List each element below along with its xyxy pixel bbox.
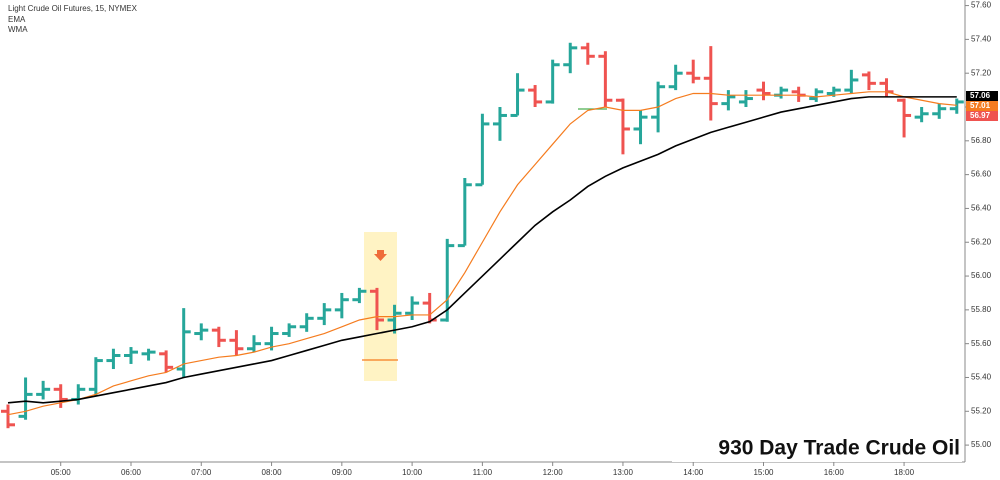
ohlc-bar <box>141 348 156 361</box>
plot-area <box>1 42 964 429</box>
ohlc-bar <box>492 107 507 141</box>
legend-entry: WMA <box>8 25 28 34</box>
x-tick-label: 05:00 <box>51 468 72 477</box>
ohlc-bar <box>475 113 490 187</box>
ohlc-bar <box>194 323 209 341</box>
ohlc-bar <box>88 357 103 397</box>
y-tick-label: 56.80 <box>971 136 992 145</box>
ohlc-bar <box>580 42 595 65</box>
watermark: 930 Day Trade Crude Oil <box>718 437 960 460</box>
ohlc-bar <box>159 350 174 373</box>
ohlc-bar <box>510 73 525 117</box>
indicator-line <box>7 96 957 404</box>
ohlc-bar <box>897 98 912 138</box>
ohlc-bar <box>334 292 349 319</box>
ohlc-bar <box>844 69 859 94</box>
ohlc-bar <box>545 59 560 104</box>
ohlc-bar <box>791 86 806 102</box>
ohlc-bar <box>949 98 964 114</box>
price-tag <box>966 91 998 101</box>
ohlc-bar <box>352 287 367 304</box>
ohlc-bar <box>721 90 736 111</box>
ohlc-bar <box>18 377 33 420</box>
price-tag-label: 56.97 <box>970 111 991 120</box>
ohlc-bar <box>686 59 701 84</box>
ohlc-bar <box>932 103 947 119</box>
y-tick-label: 55.80 <box>971 305 992 314</box>
ohlc-bar <box>71 384 86 405</box>
ohlc-bar <box>211 326 226 348</box>
price-tag-label: 57.06 <box>970 91 991 100</box>
ohlc-bar <box>229 330 244 356</box>
ohlc-bar <box>563 42 578 74</box>
price-tag <box>966 101 998 111</box>
ohlc-bar <box>914 107 929 123</box>
ohlc-bar <box>598 51 613 108</box>
ohlc-bar <box>879 78 894 97</box>
x-tick-label: 10:00 <box>402 468 423 477</box>
ohlc-bar <box>633 110 648 145</box>
x-tick-label: 13:00 <box>613 468 634 477</box>
ohlc-bar <box>299 313 314 332</box>
ohlc-bar <box>457 178 472 248</box>
x-tick-label: 12:00 <box>543 468 564 477</box>
ohlc-bar <box>738 90 753 108</box>
x-tick-label: 08:00 <box>262 468 283 477</box>
ohlc-bar <box>53 384 68 408</box>
ohlc-bar <box>774 86 789 99</box>
y-tick-label: 55.60 <box>971 339 992 348</box>
ohlc-bar <box>703 46 718 121</box>
y-tick-label: 56.20 <box>971 237 992 246</box>
y-tick-label: 57.60 <box>971 1 992 10</box>
ohlc-bar <box>528 85 543 108</box>
ohlc-bar <box>615 98 630 155</box>
x-tick-label: 06:00 <box>121 468 142 477</box>
y-tick-label: 55.40 <box>971 373 992 382</box>
ohlc-bar <box>282 323 297 337</box>
ohlc-bar <box>668 64 683 91</box>
ohlc-bar <box>36 380 51 400</box>
ohlc-bar <box>387 304 402 334</box>
y-tick-label: 56.00 <box>971 271 992 280</box>
ohlc-bar <box>106 348 121 370</box>
ohlc-bar <box>861 71 876 91</box>
y-tick-label: 56.40 <box>971 204 992 213</box>
indicator-line <box>7 91 957 416</box>
x-tick-label: 07:00 <box>191 468 212 477</box>
x-tick-label: 14:00 <box>683 468 704 477</box>
x-tick-label: 15:00 <box>753 468 774 477</box>
ohlc-bar <box>123 347 138 364</box>
watermark-bg <box>672 436 962 462</box>
x-tick-label: 09:00 <box>332 468 353 477</box>
ohlc-bar <box>1 404 15 429</box>
ohlc-bar <box>317 303 332 326</box>
x-tick-label: 18:00 <box>894 468 915 477</box>
ohlc-bar <box>809 88 824 102</box>
ohlc-bar <box>405 296 420 321</box>
x-tick-label: 16:00 <box>824 468 845 477</box>
ohlc-bar <box>369 287 384 331</box>
price-tag-label: 57.01 <box>970 101 991 110</box>
y-tick-label: 55.00 <box>971 440 992 449</box>
legend-entry: EMA <box>8 15 26 24</box>
y-tick-label: 55.20 <box>971 406 992 415</box>
ohlc-bar <box>756 81 771 101</box>
x-tick-label: 11:00 <box>473 468 493 477</box>
y-tick-label: 57.40 <box>971 34 992 43</box>
price-tag <box>966 111 998 121</box>
ohlc-bar <box>246 335 261 353</box>
y-tick-label: 56.60 <box>971 170 992 179</box>
signal-arrow <box>374 250 387 261</box>
ohlc-bar <box>440 238 455 322</box>
ohlc-bar <box>176 308 191 378</box>
chart-title: Light Crude Oil Futures, 15, NYMEX <box>8 4 138 13</box>
y-tick-label: 57.20 <box>971 68 992 77</box>
